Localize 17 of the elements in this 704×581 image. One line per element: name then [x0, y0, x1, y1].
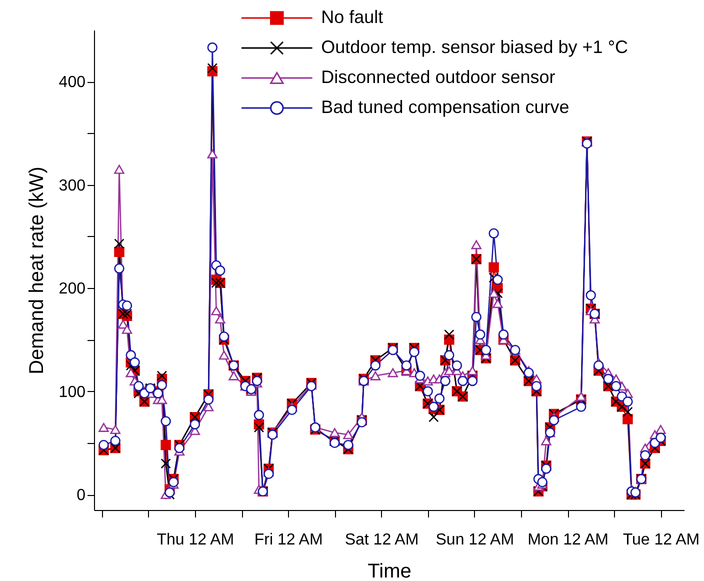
legend-label: Outdoor temp. sensor biased by +1 °C [321, 37, 628, 57]
x-tick-label: Sun 12 AM [436, 532, 514, 548]
x-tick-label: Fri 12 AM [254, 532, 323, 548]
legend-label: Bad tuned compensation curve [321, 97, 570, 117]
y-tick-label: 200 [58, 280, 86, 298]
y-tick-label: 100 [58, 384, 86, 401]
x-tick-label: Mon 12 AM [528, 532, 609, 548]
y-tick-label: 300 [58, 177, 86, 194]
x-axis-title: Time [368, 560, 412, 581]
x-tick-label: Thu 12 AM [156, 532, 234, 548]
legend-label: Disconnected outdoor sensor [321, 67, 556, 87]
x-tick-label: Tue 12 AM [622, 532, 700, 548]
x-tick-label: Sat 12 AM [344, 532, 419, 548]
y-tick-label: 0 [76, 487, 86, 504]
legend-label: No fault [321, 7, 384, 27]
y-tick-label: 400 [58, 74, 86, 92]
y-axis-title: Demand heat rate (kW) [26, 166, 48, 374]
